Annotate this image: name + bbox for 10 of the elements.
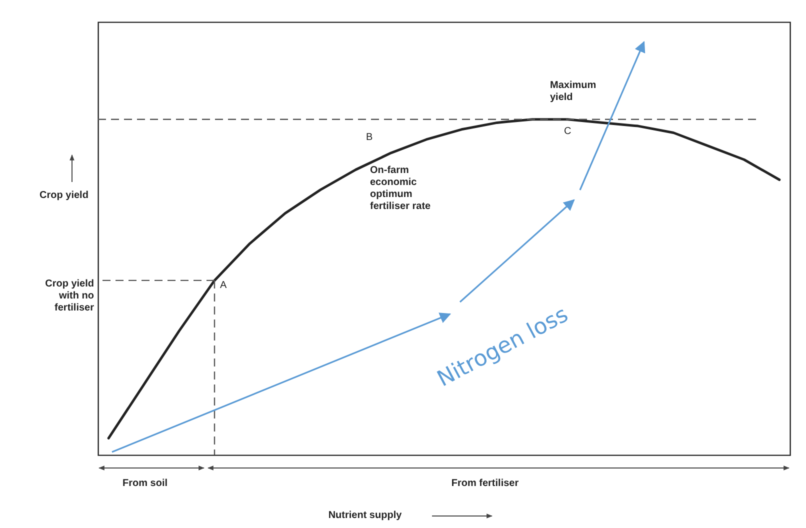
y-axis-title: Crop yield [40, 190, 88, 201]
annotation: C [564, 126, 572, 137]
text: Maximum yield [550, 80, 596, 103]
annotation: A [220, 280, 227, 291]
ref-line-label: Crop yield with no fertiliser [45, 278, 94, 314]
text: Nutrient supply [328, 510, 402, 521]
annotation: On-farm economic optimum fertiliser rate [370, 165, 432, 212]
text: From soil [122, 478, 168, 489]
annotation: B [366, 132, 373, 143]
text: From fertiliser [451, 478, 519, 489]
